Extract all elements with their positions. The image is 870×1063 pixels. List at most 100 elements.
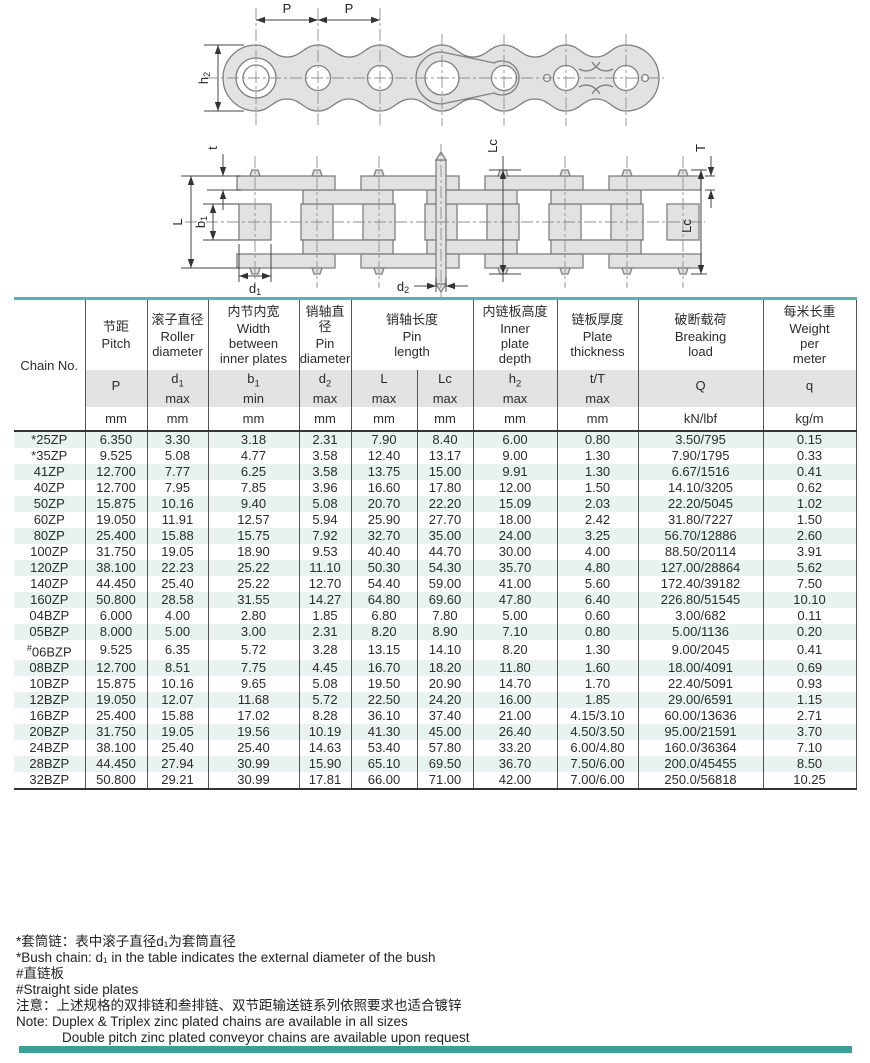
table-row: 41ZP 12.700 7.77 6.25 3.58 13.75 15.00 9.91 1.30… [14,464,857,480]
spec-value-cell: 2.31 [298,431,351,448]
spec-value-cell: 2.80 [207,608,299,624]
chain-no-cell: 08BZP [29,660,70,676]
spec-value-cell: 59.00 [416,576,474,592]
spec-value-cell: 7.90/1795 [637,448,764,464]
spec-value-cell: 9.53 [298,544,351,560]
table-row: *25ZP 6.350 3.30 3.18 2.31 7.90 8.40 6.00 0.80 3.… [14,431,857,448]
spec-value-cell: 40.40 [350,544,417,560]
spec-value-cell: 37.40 [416,708,474,725]
spec-value-cell: 22.50 [350,692,417,709]
spec-value-cell: 27.70 [416,512,474,528]
spec-value-cell: 41.00 [472,576,558,592]
symbol-d2: d2 max [298,370,351,407]
spec-value-cell: 25.400 [84,708,147,725]
chain-no-cell: 32BZP [14,772,85,791]
spec-value-cell: 8.20 [472,640,558,661]
spec-value-cell: 12.07 [146,692,208,709]
spec-value-cell: 44.450 [84,576,147,592]
spec-value-cell: 8.20 [350,624,417,640]
spec-value-cell: 18.00 [472,512,558,528]
spec-value-cell: 69.50 [416,756,474,773]
spec-value-cell: 32.70 [350,528,417,544]
spec-value-cell: 12.40 [350,448,417,464]
spec-value-cell: 15.875 [84,496,147,512]
spec-value-cell: 11.80 [472,660,558,677]
spec-value-cell: 1.30 [556,464,639,480]
spec-value-cell: 250.0/56818 [637,772,764,791]
spec-value-cell: 65.10 [350,756,417,773]
spec-value-cell: 12.57 [207,512,299,528]
spec-value-cell: 19.56 [207,724,299,741]
col-header-roller-diameter: 滚子直径 Roller diameter [146,298,208,370]
spec-value-cell: 60.00/13636 [637,708,764,725]
spec-value-cell: 7.77 [146,464,208,480]
spec-value-cell: 28.58 [146,592,208,608]
spec-value-cell: 9.525 [84,640,147,661]
spec-value-cell: 226.80/51545 [637,592,764,608]
spec-value-cell: 7.10 [762,740,857,757]
spec-value-cell: 35.70 [472,560,558,576]
spec-value-cell: 53.40 [350,740,417,757]
spec-value-cell: 4.80 [556,560,639,576]
spec-value-cell: 3.28 [298,640,351,661]
spec-value-cell: 5.94 [298,512,351,528]
unit-cell: mm [350,407,417,432]
spec-value-cell: 27.94 [146,756,208,773]
footnotes: *套筒链：表中滚子直径d₁为套筒直径 *Bush chain: d₁ in th… [16,934,470,1046]
spec-value-cell: 95.00/21591 [637,724,764,741]
d2-dimension-label: d2 [397,279,409,295]
col-header-weight-per-meter: 每米长重 Weight per meter [762,298,857,370]
spec-value-cell: 8.50 [762,756,857,773]
spec-value-cell: 10.16 [146,496,208,512]
spec-value-cell: 10.16 [146,676,208,693]
chain-no-cell: 80ZP [33,528,65,543]
vertical-centerlines [254,144,684,298]
spec-value-cell: 41.30 [350,724,417,741]
table-body: *25ZP 6.350 3.30 3.18 2.31 7.90 8.40 6.00 0.80 3.… [14,431,857,791]
symbol-p: P [85,370,147,407]
spec-value-cell: 15.90 [298,756,351,773]
spec-value-cell: 22.20/5045 [637,496,764,512]
spec-value-cell: 30.99 [207,772,299,791]
spec-value-cell: 4.50/3.50 [556,724,639,741]
unit-cell: mm [85,407,147,432]
spec-value-cell: 10.10 [762,592,857,608]
spec-value-cell: 8.000 [84,624,147,640]
footnote-line: #Straight side plates [16,982,139,997]
spec-value-cell: 0.93 [762,676,857,693]
p-dimension-label: P [345,1,354,16]
spec-value-cell: 2.71 [762,708,857,725]
unit-cell: kg/m [762,407,857,432]
spec-value-cell: 71.00 [416,772,474,791]
chain-side-view-diagram: P P h2 [198,1,664,128]
spec-value-cell: 7.10 [472,624,558,640]
p-dimension-label: P [283,1,292,16]
spec-value-cell: 31.55 [207,592,299,608]
chain-no-cell: 140ZP [30,576,69,591]
spec-value-cell: 22.23 [146,560,208,576]
spec-value-cell: 13.75 [350,464,417,480]
spec-value-cell: 160.0/36364 [637,740,764,757]
spec-value-cell: 5.00 [146,624,208,640]
spec-value-cell: 25.40 [207,740,299,757]
spec-value-cell: 22.20 [416,496,474,512]
col-header-pin-diameter: 销轴直径 Pin diameter [298,298,351,370]
spec-value-cell: 21.00 [472,708,558,725]
footnote-line: 注意：上述规格的双排链和叁排链、双节距输送链系列依照要求也适合镀锌 [16,998,462,1013]
spec-value-cell: 9.00/2045 [637,640,764,661]
footnote-line: *套筒链：表中滚子直径d₁为套筒直径 [16,934,236,949]
chain-no-header: Chain No. [14,298,86,432]
spec-value-cell: 1.50 [762,512,857,528]
spec-value-cell: 11.91 [146,512,208,528]
spec-value-cell: 4.00 [146,608,208,624]
spec-value-cell: 18.90 [207,544,299,560]
spec-value-cell: 18.20 [416,660,474,677]
spec-value-cell: 13.15 [350,640,417,661]
spec-value-cell: 12.700 [84,464,147,480]
unit-cell: mm [472,407,558,432]
spec-value-cell: 5.72 [298,692,351,709]
spec-value-cell: 10.25 [762,772,857,791]
symbol-lc: Lc max [416,370,474,407]
spec-value-cell: 30.99 [207,756,299,773]
spec-value-cell: 30.00 [472,544,558,560]
